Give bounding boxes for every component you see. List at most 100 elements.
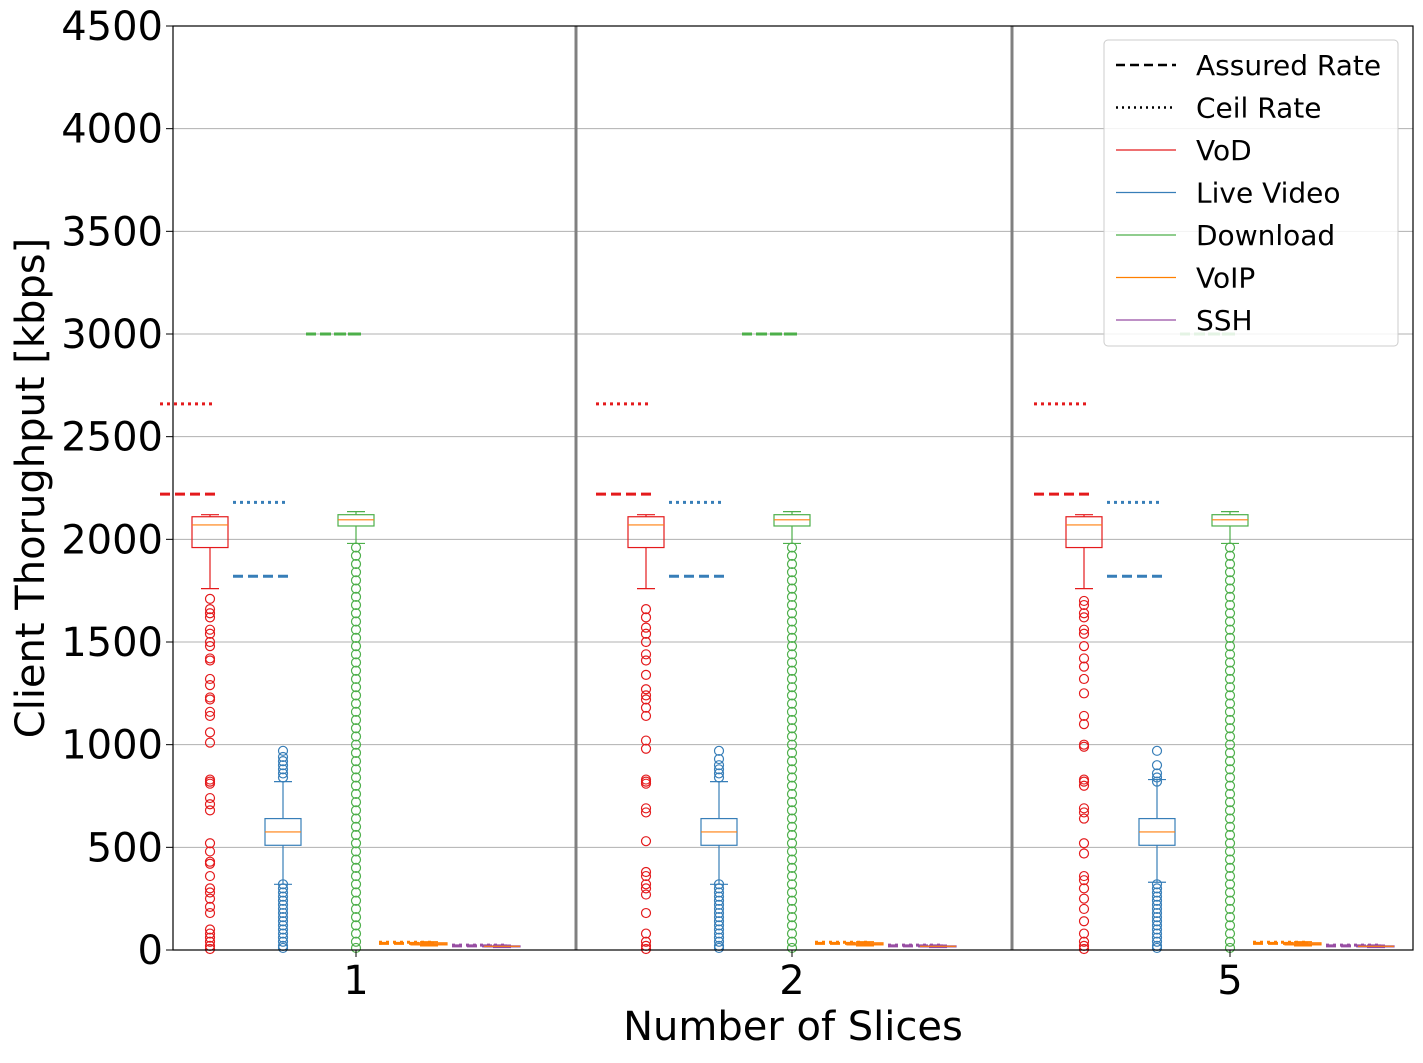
download-outlier-point xyxy=(1224,821,1236,832)
live-video-outlier-point xyxy=(1151,924,1163,935)
live-video-outlier-point xyxy=(713,912,725,923)
download-outlier-point xyxy=(786,682,798,693)
download-outlier-point xyxy=(786,616,798,627)
live-video-outlier-point xyxy=(277,928,289,939)
live-video-outlier-point xyxy=(277,891,289,902)
live-video-outlier-point xyxy=(1151,907,1163,919)
download-outlier-point xyxy=(350,706,362,717)
download-outlier-point xyxy=(786,731,798,742)
vod-outlier-point xyxy=(1078,710,1090,722)
live-video-outlier-point xyxy=(277,920,289,931)
vod-outlier-point xyxy=(204,936,216,947)
download-outlier-point xyxy=(786,838,798,849)
download-outlier-point xyxy=(786,805,798,816)
download-outlier-point xyxy=(786,583,798,594)
y-axis-label: Client Thorughput [kbps] xyxy=(8,238,54,738)
download-outlier-point xyxy=(786,854,798,865)
download-outlier-point xyxy=(786,813,798,824)
download-outlier-point xyxy=(786,772,798,783)
download-outlier-point xyxy=(350,550,362,561)
download-outlier-point xyxy=(1224,558,1236,570)
download-outlier-point xyxy=(1224,928,1236,939)
download-outlier-point xyxy=(1224,731,1236,742)
download-outlier-point xyxy=(350,608,362,619)
live-video-outlier-point xyxy=(713,879,725,890)
download-outlier-point xyxy=(350,682,362,693)
live-video-outlier-point xyxy=(277,760,289,771)
download-outlier-point xyxy=(786,714,798,726)
vod-outlier-point xyxy=(640,866,652,878)
vod-outlier-point xyxy=(640,778,652,789)
download-outlier-point xyxy=(786,788,798,800)
download-outlier-point xyxy=(350,723,362,734)
live-video-outlier-point xyxy=(713,903,725,915)
vod-outlier-point xyxy=(640,710,652,722)
live-video-outlier-point xyxy=(277,751,289,763)
download-outlier-point xyxy=(786,747,798,758)
vod-outlier-point xyxy=(640,628,652,639)
download-outlier-point xyxy=(786,706,798,717)
download-outlier-point xyxy=(786,690,798,701)
download-outlier-point xyxy=(1224,624,1236,635)
vod-outlier-point xyxy=(204,846,216,857)
live-video-outlier-point xyxy=(713,745,725,756)
x-tick-label: 1 xyxy=(343,958,368,1004)
download-outlier-point xyxy=(350,591,362,602)
live-video-outlier-point xyxy=(1151,887,1163,898)
download-outlier-point xyxy=(786,575,798,586)
download-outlier-point xyxy=(350,870,362,882)
live-video-outlier-point xyxy=(713,932,725,943)
legend: Assured Rate Ceil Rate VoD Live Video Downlo… xyxy=(1103,39,1399,347)
download-outlier-point xyxy=(1224,542,1236,553)
plot-frame xyxy=(172,25,1414,951)
download-outlier-point xyxy=(786,755,798,767)
live-video-outlier-point xyxy=(1151,772,1163,783)
vod-outlier-point xyxy=(204,924,216,935)
download-outlier-point xyxy=(786,599,798,611)
download-outlier-point xyxy=(786,550,798,561)
download-outlier-point xyxy=(350,657,362,668)
vod-outlier-point xyxy=(640,943,652,955)
download-outlier-point xyxy=(786,870,798,882)
live-video-outlier-point xyxy=(713,907,725,919)
download-outlier-point xyxy=(350,673,362,685)
download-outlier-point xyxy=(350,747,362,758)
download-outlier-point xyxy=(350,755,362,767)
download-outlier-point xyxy=(1224,788,1236,800)
legend-vod-label: VoD xyxy=(1196,134,1252,167)
download-outlier-point xyxy=(1224,805,1236,816)
vod-outlier-point xyxy=(1078,893,1090,904)
download-outlier-point xyxy=(350,887,362,898)
vod-outlier-point xyxy=(640,889,652,900)
live-video-outlier-point xyxy=(1151,891,1163,902)
download-outlier-point xyxy=(1224,895,1236,906)
vod-outlier-point xyxy=(204,604,216,615)
live-video-outlier-point xyxy=(277,907,289,919)
download-outlier-point xyxy=(350,731,362,742)
vod-outlier-point xyxy=(204,943,216,955)
live-video-outlier-point xyxy=(713,883,725,894)
live-video-outlier-point xyxy=(713,924,725,935)
download-outlier-point xyxy=(1224,591,1236,602)
live-video-outlier-point xyxy=(277,899,289,910)
live-video-outlier-point xyxy=(277,924,289,935)
vod-outlier-point xyxy=(204,870,216,882)
download-outlier-point xyxy=(786,624,798,635)
download-outlier-point xyxy=(786,829,798,841)
download-outlier-point xyxy=(350,542,362,553)
live-video-outlier-point xyxy=(713,899,725,910)
vod-outlier-point xyxy=(204,641,216,652)
download-outlier-point xyxy=(1224,797,1236,808)
live-video-outlier-point xyxy=(713,936,725,947)
live-video-outlier-point xyxy=(1151,920,1163,931)
download-outlier-point xyxy=(350,936,362,947)
live-video-outlier-point xyxy=(277,932,289,943)
live-video-outlier-point xyxy=(1151,903,1163,915)
download-outlier-point xyxy=(1224,920,1236,931)
download-outlier-point xyxy=(786,567,798,578)
download-outlier-point xyxy=(350,764,362,775)
vod-outlier-point xyxy=(204,612,216,623)
download-outlier-point xyxy=(350,567,362,578)
vod-outlier-point xyxy=(204,907,216,919)
download-outlier-point xyxy=(1224,780,1236,791)
